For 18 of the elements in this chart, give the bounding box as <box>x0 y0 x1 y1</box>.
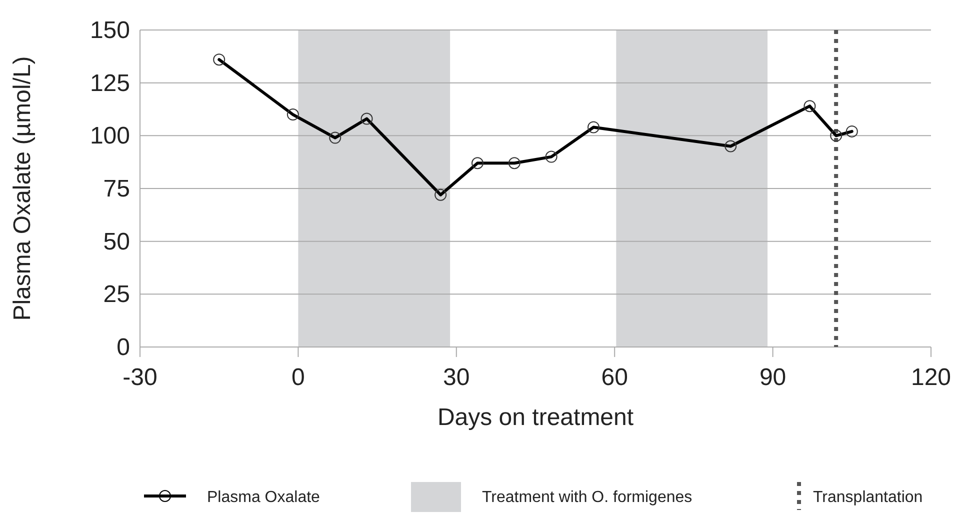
x-axis-title: Days on treatment <box>437 404 634 431</box>
legend-label: Treatment with O. formigenes <box>482 489 692 506</box>
x-tick-label: -30 <box>122 364 158 391</box>
y-tick-label: 150 <box>90 17 130 44</box>
y-tick-label: 100 <box>90 122 130 150</box>
y-tick-label: 0 <box>116 334 130 361</box>
x-tick-label: 30 <box>443 364 470 391</box>
legend-label: Plasma Oxalate <box>207 489 320 506</box>
y-tick-label: 125 <box>90 70 130 97</box>
legend-label: Transplantation <box>813 489 923 506</box>
y-tick-label: 25 <box>103 281 130 308</box>
x-tick-label: 60 <box>601 364 628 391</box>
x-tick-label: 90 <box>759 364 786 391</box>
x-tick-label: 0 <box>292 364 305 391</box>
y-axis-title: Plasma Oxalate (µmol/L) <box>9 56 36 321</box>
y-tick-label: 50 <box>103 228 130 256</box>
x-tick-label: 120 <box>910 364 952 391</box>
y-tick-label: 75 <box>103 176 130 202</box>
